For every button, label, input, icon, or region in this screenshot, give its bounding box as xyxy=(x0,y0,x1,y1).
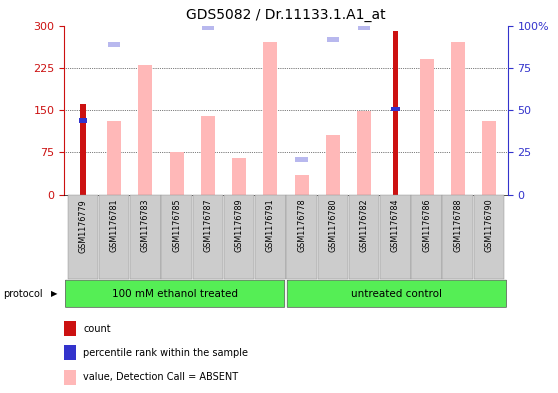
Bar xyxy=(357,111,371,195)
Text: GSM1176789: GSM1176789 xyxy=(234,199,244,252)
FancyBboxPatch shape xyxy=(65,280,285,307)
Text: GSM1176783: GSM1176783 xyxy=(141,199,150,252)
Text: percentile rank within the sample: percentile rank within the sample xyxy=(83,348,248,358)
Bar xyxy=(411,195,442,279)
Text: GSM1176785: GSM1176785 xyxy=(172,199,181,252)
Bar xyxy=(80,105,86,195)
Bar xyxy=(474,195,504,279)
Text: value, Detection Call = ABSENT: value, Detection Call = ABSENT xyxy=(83,372,238,382)
FancyBboxPatch shape xyxy=(287,280,507,307)
Bar xyxy=(326,37,339,42)
Bar xyxy=(193,195,223,279)
Text: GSM1176786: GSM1176786 xyxy=(422,199,431,252)
Bar xyxy=(130,195,161,279)
Bar xyxy=(107,121,121,195)
Text: GSM1176790: GSM1176790 xyxy=(484,199,493,252)
Text: untreated control: untreated control xyxy=(352,289,442,299)
Bar xyxy=(482,121,496,195)
Text: count: count xyxy=(83,323,111,334)
Text: GSM1176788: GSM1176788 xyxy=(453,199,462,252)
Text: GSM1176779: GSM1176779 xyxy=(79,199,88,253)
Bar xyxy=(161,195,192,279)
Text: GSM1176780: GSM1176780 xyxy=(328,199,338,252)
Bar xyxy=(358,26,371,30)
Bar xyxy=(295,175,309,195)
Bar xyxy=(318,195,348,279)
Text: GSM1176782: GSM1176782 xyxy=(359,199,369,252)
Text: protocol: protocol xyxy=(3,289,42,299)
Text: 100 mM ethanol treated: 100 mM ethanol treated xyxy=(112,289,238,299)
Bar xyxy=(99,195,129,279)
Text: ▶: ▶ xyxy=(51,289,57,298)
Bar xyxy=(201,26,214,30)
Bar xyxy=(263,42,277,195)
Text: GSM1176778: GSM1176778 xyxy=(297,199,306,252)
Bar xyxy=(349,195,379,279)
Bar xyxy=(286,195,317,279)
Bar xyxy=(451,42,465,195)
Title: GDS5082 / Dr.11133.1.A1_at: GDS5082 / Dr.11133.1.A1_at xyxy=(186,8,386,22)
Bar xyxy=(201,116,215,195)
Text: GSM1176781: GSM1176781 xyxy=(110,199,119,252)
Text: GSM1176787: GSM1176787 xyxy=(203,199,213,252)
Bar xyxy=(138,65,152,195)
Bar xyxy=(420,59,434,195)
Bar xyxy=(295,157,308,162)
Bar xyxy=(224,195,254,279)
Bar xyxy=(68,195,98,279)
Bar xyxy=(170,152,184,195)
Bar xyxy=(442,195,473,279)
Text: GSM1176784: GSM1176784 xyxy=(391,199,400,252)
Text: GSM1176791: GSM1176791 xyxy=(266,199,275,252)
Bar xyxy=(380,195,411,279)
Bar xyxy=(255,195,286,279)
Bar xyxy=(79,119,87,123)
Bar xyxy=(391,107,400,111)
Bar xyxy=(326,135,340,195)
Bar xyxy=(232,158,246,195)
Bar xyxy=(392,31,398,195)
Bar xyxy=(108,42,121,47)
